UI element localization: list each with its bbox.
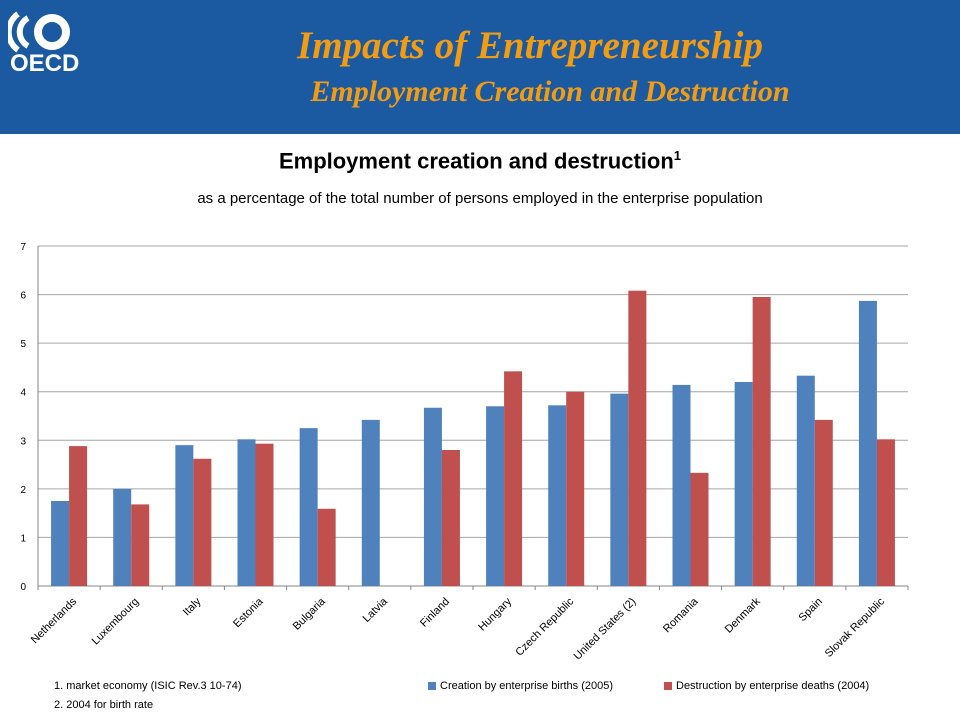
x-tick-label: Spain <box>797 596 825 624</box>
y-tick-label: 6 <box>20 291 26 302</box>
y-tick-label: 0 <box>20 582 26 593</box>
bar-destruction <box>504 371 523 586</box>
bar-destruction <box>690 472 709 586</box>
bar-destruction <box>131 504 150 586</box>
footnote-1: 1. market economy (ISIC Rev.3 10-74) <box>54 680 242 692</box>
bar-destruction <box>255 443 274 586</box>
x-tick-label: Slovak Republic <box>823 595 888 660</box>
page-subtitle: Employment Creation and Destruction <box>310 75 790 108</box>
y-tick-label: 1 <box>20 533 26 544</box>
x-tick-label: Finland <box>418 596 452 630</box>
bar-destruction <box>317 508 336 586</box>
bar-destruction <box>814 419 833 586</box>
y-tick-label: 2 <box>20 485 26 496</box>
bar-creation <box>51 501 70 586</box>
x-tick-label: Latvia <box>361 595 391 625</box>
x-tick-label: Bulgaria <box>291 595 329 633</box>
bar-destruction <box>441 450 460 586</box>
bar-creation <box>610 393 629 586</box>
x-tick-label: Romania <box>661 595 701 635</box>
bar-creation <box>113 488 132 586</box>
footnote-2: 2. 2004 for birth rate <box>54 699 154 711</box>
bar-creation <box>175 445 194 586</box>
bar-creation <box>734 382 753 586</box>
x-tick-label: Estonia <box>231 595 266 630</box>
bar-destruction <box>69 446 88 586</box>
chart-title: Employment creation and destruction1 <box>278 148 682 174</box>
bar-creation <box>361 419 380 586</box>
oecd-logo-icon <box>8 11 70 53</box>
legend-item-creation: Creation by enterprise births (2005) <box>428 680 613 692</box>
legend-swatch-destruction <box>664 682 672 690</box>
bar-destruction <box>876 439 895 586</box>
x-tick-label: Italy <box>181 595 204 618</box>
y-tick-label: 7 <box>20 242 26 253</box>
bar-destruction <box>566 391 585 586</box>
chart-title-superscript: 1 <box>673 148 682 163</box>
bar-creation <box>858 300 877 586</box>
header-banner: OECD Impacts of Entrepreneurship Employm… <box>0 0 960 134</box>
bar-creation <box>548 405 567 586</box>
x-tick-label: Denmark <box>723 595 763 635</box>
x-tick-label: Netherlands <box>29 595 80 646</box>
bar-creation <box>796 375 815 586</box>
chart-subtitle: as a percentage of the total number of p… <box>197 190 763 207</box>
x-tick-label: United States (2) <box>572 596 639 663</box>
oecd-logo-text: OECD <box>10 50 80 77</box>
y-tick-label: 5 <box>20 339 26 350</box>
legend-label-creation: Creation by enterprise births (2005) <box>440 680 614 692</box>
x-tick-label: Luxembourg <box>90 596 142 648</box>
bar-creation <box>237 439 256 586</box>
x-tick-label: Hungary <box>476 595 514 633</box>
bar-destruction <box>752 297 771 586</box>
legend-label-destruction: Destruction by enterprise deaths (2004) <box>676 680 870 692</box>
bar-creation <box>299 428 318 586</box>
legend-item-destruction: Destruction by enterprise deaths (2004) <box>664 680 869 692</box>
bar-creation <box>486 406 505 586</box>
x-tick-label: Czech Republic <box>513 595 576 658</box>
page-title: Impacts of Entrepreneurship <box>297 24 763 67</box>
bar-destruction <box>193 458 212 586</box>
legend-swatch-creation <box>428 682 436 690</box>
y-tick-label: 4 <box>20 388 26 399</box>
bar-creation <box>672 384 691 586</box>
y-tick-label: 3 <box>20 436 26 447</box>
bar-creation <box>423 407 442 586</box>
bar-destruction <box>628 290 647 586</box>
